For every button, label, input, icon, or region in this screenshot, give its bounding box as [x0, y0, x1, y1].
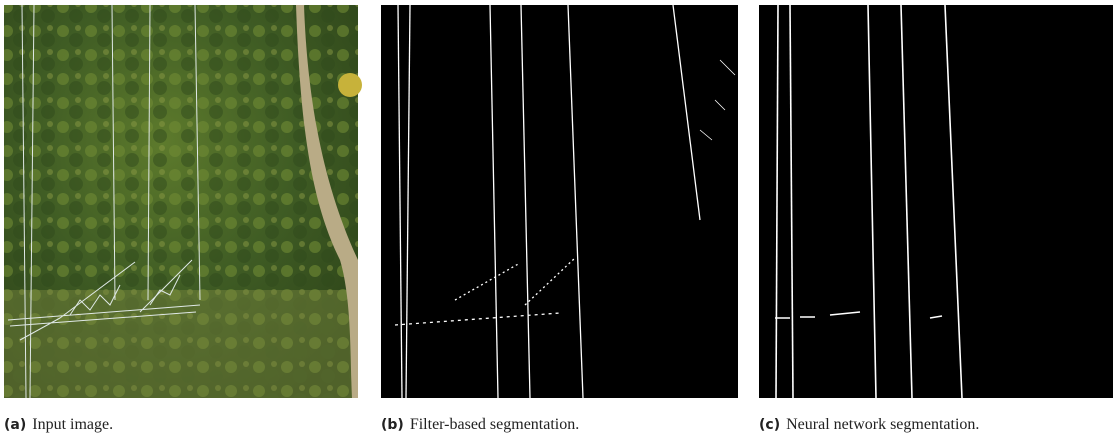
neural-segmentation [759, 5, 1113, 398]
caption-text: Filter-based segmentation. [410, 416, 579, 433]
filter-segmentation [381, 5, 738, 398]
caption-label: (b) [381, 417, 404, 433]
caption-label: (c) [759, 417, 780, 433]
caption: (b) Filter-based segmentation. [381, 416, 579, 434]
caption: (c) Neural network segmentation. [759, 416, 979, 434]
figure-images [0, 0, 1115, 410]
caption: (a) Input image. [4, 416, 113, 434]
caption-text: Neural network segmentation. [786, 416, 979, 433]
figure: (a) Input image. (b) Filter-based segmentat… [0, 0, 1115, 439]
caption-label: (a) [4, 417, 26, 433]
caption-text: Input image. [32, 416, 113, 433]
input-image [4, 5, 362, 398]
